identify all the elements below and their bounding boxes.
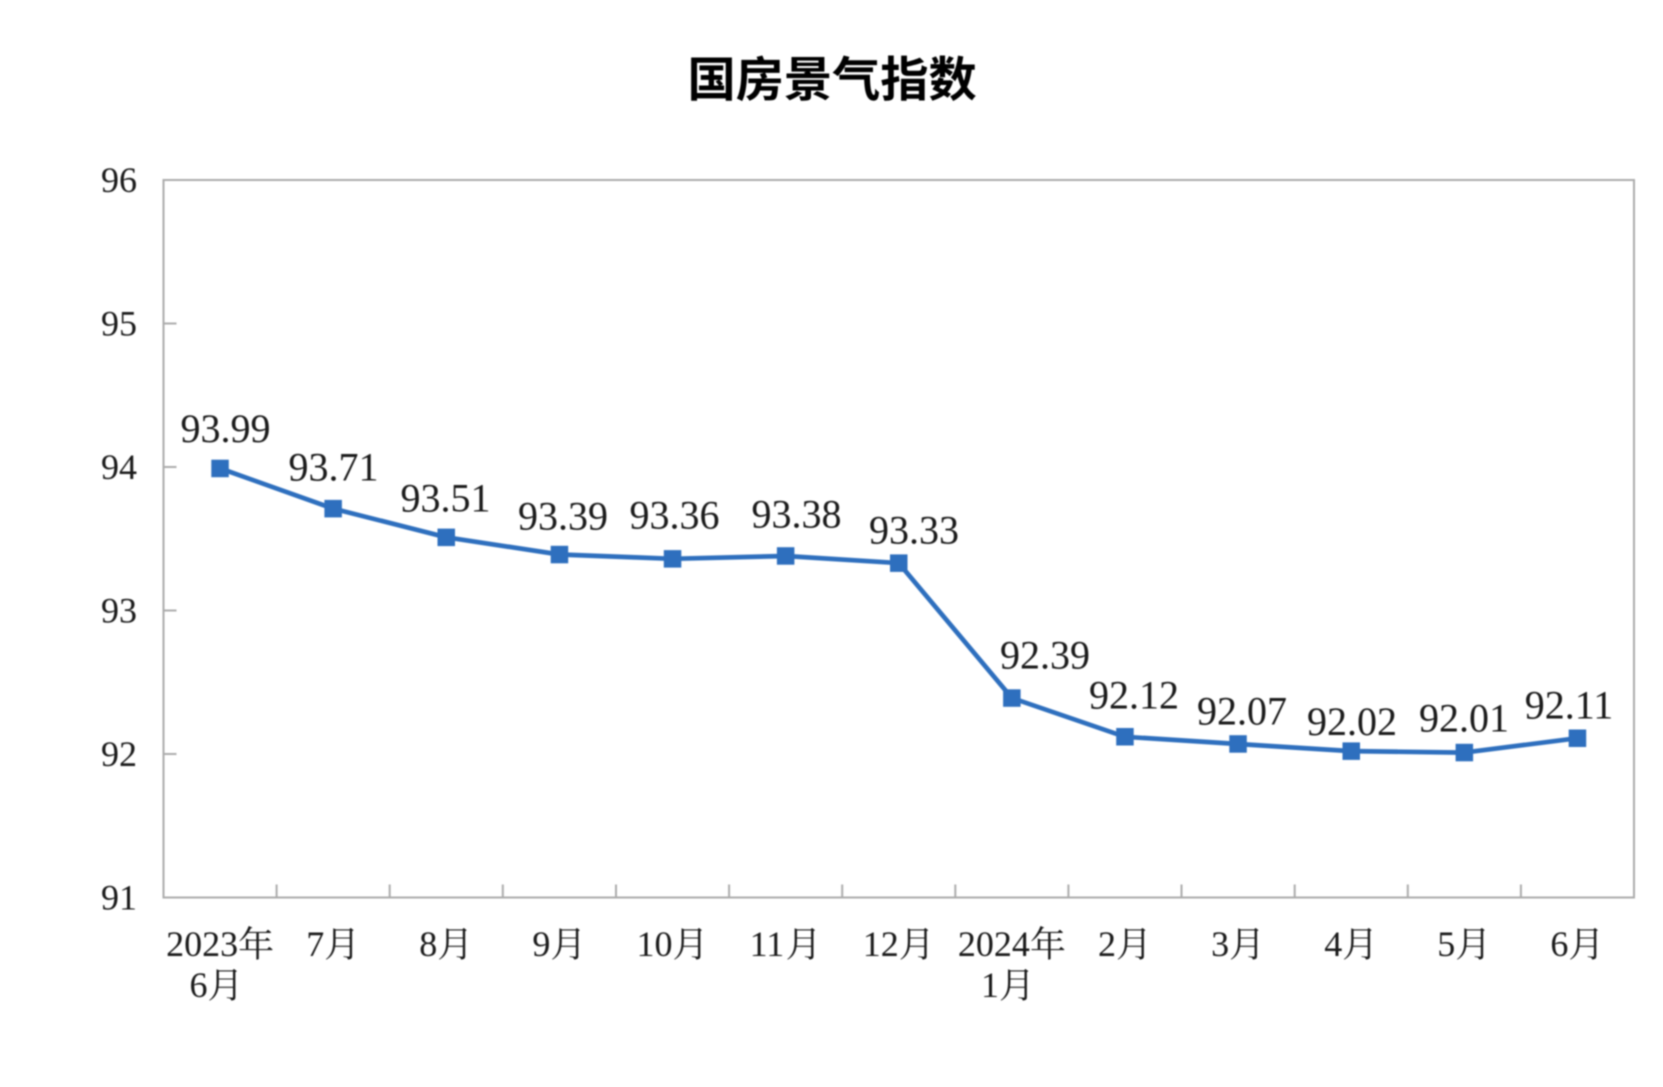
svg-text:5: 5: [1437, 924, 1455, 964]
svg-text:96: 96: [101, 160, 137, 200]
svg-text:92.01: 92.01: [1419, 696, 1509, 741]
svg-text:3: 3: [1211, 924, 1229, 964]
svg-text:95: 95: [101, 304, 137, 344]
svg-text:1: 1: [981, 965, 999, 1005]
svg-text:93.51: 93.51: [401, 476, 491, 521]
svg-text:93.39: 93.39: [518, 494, 608, 539]
svg-text:92.39: 92.39: [1000, 633, 1090, 678]
svg-text:92.02: 92.02: [1307, 699, 1397, 744]
svg-text:92.12: 92.12: [1089, 673, 1179, 718]
svg-text:93.38: 93.38: [752, 492, 842, 537]
svg-text:9: 9: [532, 924, 550, 964]
svg-text:94: 94: [101, 447, 137, 487]
svg-text:93.36: 93.36: [630, 493, 720, 538]
svg-text:93.99: 93.99: [181, 406, 271, 451]
svg-text:93.33: 93.33: [869, 508, 959, 553]
svg-text:2024: 2024: [958, 924, 1030, 964]
svg-text:91: 91: [101, 878, 137, 918]
svg-text:4: 4: [1324, 924, 1342, 964]
svg-text:92: 92: [101, 734, 137, 774]
svg-text:2023: 2023: [166, 924, 238, 964]
svg-text:92.11: 92.11: [1525, 683, 1614, 728]
svg-text:8: 8: [419, 924, 437, 964]
svg-text:93.71: 93.71: [289, 445, 379, 490]
svg-text:12: 12: [863, 924, 899, 964]
svg-text:7: 7: [306, 924, 324, 964]
svg-text:10: 10: [637, 924, 673, 964]
svg-text:6: 6: [1550, 924, 1568, 964]
svg-text:93: 93: [101, 591, 137, 631]
svg-text:11: 11: [750, 924, 785, 964]
svg-text:92.07: 92.07: [1197, 689, 1287, 734]
svg-text:2: 2: [1098, 924, 1116, 964]
svg-text:6: 6: [190, 965, 208, 1005]
